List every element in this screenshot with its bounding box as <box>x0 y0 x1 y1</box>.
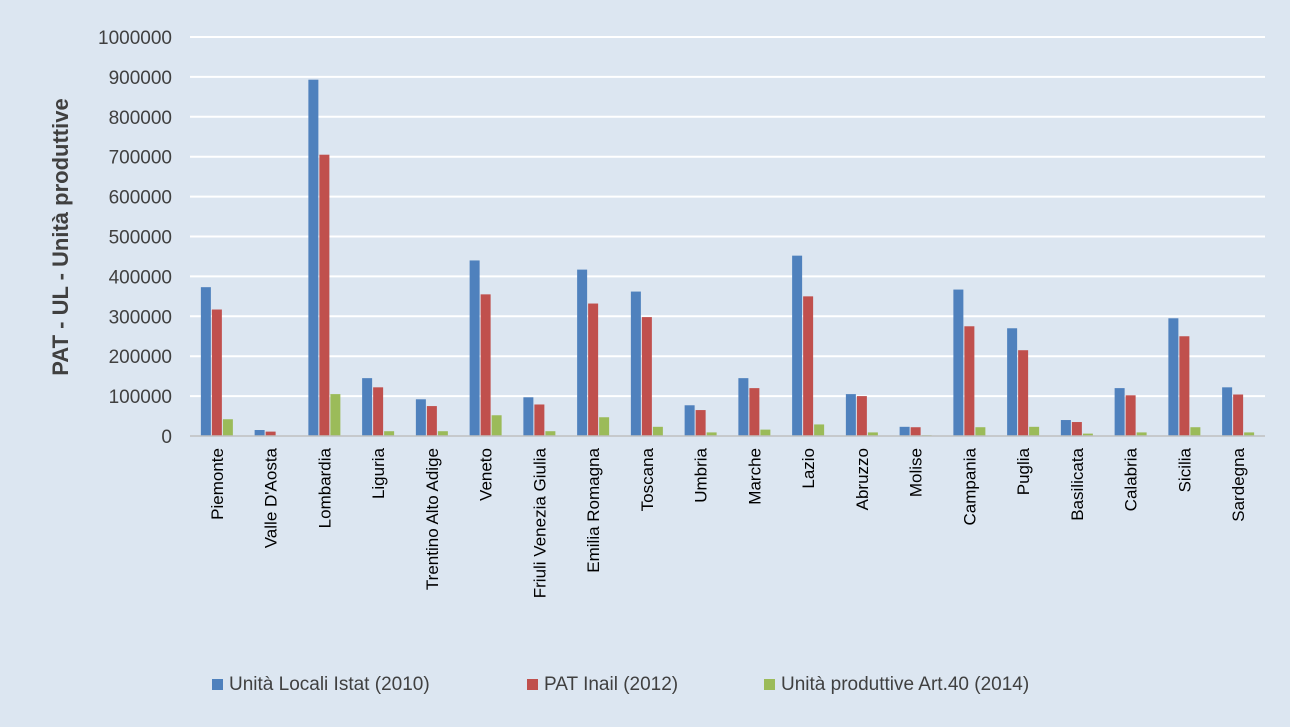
x-tick-label: Toscana <box>638 447 657 511</box>
bar <box>953 290 963 436</box>
y-tick-label: 200000 <box>109 347 172 368</box>
bar <box>792 256 802 436</box>
bar <box>362 378 372 436</box>
bar <box>749 388 759 436</box>
bar <box>523 397 533 436</box>
bar <box>814 424 824 436</box>
bar <box>846 394 856 436</box>
bar <box>212 310 222 436</box>
bar <box>642 317 652 436</box>
bar <box>1072 422 1082 436</box>
bar <box>470 260 480 436</box>
bar <box>975 427 985 436</box>
x-tick-label: Liguria <box>369 447 388 499</box>
y-tick-label: 600000 <box>109 188 172 209</box>
x-tick-label: Molise <box>907 448 926 497</box>
legend-swatch <box>212 679 223 690</box>
bar <box>1007 328 1017 436</box>
x-tick-label: Sardegna <box>1229 447 1248 521</box>
x-tick-label: Puglia <box>1014 447 1033 495</box>
bar <box>1018 350 1028 436</box>
bar <box>1115 388 1125 436</box>
bar <box>653 427 663 436</box>
bar <box>319 155 329 436</box>
bar <box>308 80 318 436</box>
x-tick-label: Emilia Romagna <box>584 447 603 572</box>
bar <box>964 326 974 436</box>
y-tick-label: 300000 <box>109 307 172 328</box>
x-tick-label: Umbria <box>692 447 711 502</box>
bar <box>481 294 491 436</box>
bar <box>373 387 383 436</box>
legend-swatch <box>527 679 538 690</box>
bar <box>738 378 748 436</box>
bar <box>1190 427 1200 436</box>
legend: Unità Locali Istat (2010) PAT Inail (2012… <box>212 674 1029 695</box>
y-tick-label: 500000 <box>109 228 172 249</box>
y-axis-title: PAT - UL - Unità produttive <box>48 98 73 375</box>
bar <box>803 296 813 436</box>
bar <box>631 292 641 436</box>
x-tick-label: Marche <box>745 448 764 505</box>
bar <box>223 419 233 436</box>
bar <box>911 427 921 436</box>
bar <box>427 406 437 436</box>
bar <box>492 415 502 436</box>
bar <box>1029 427 1039 436</box>
bar <box>1179 336 1189 436</box>
bar <box>416 399 426 436</box>
legend-label: PAT Inail (2012) <box>544 674 678 695</box>
bar <box>696 410 706 436</box>
bar <box>1168 318 1178 436</box>
x-tick-label: Trentino Alto Adige <box>423 448 442 590</box>
bar <box>1061 420 1071 436</box>
bar <box>255 430 265 436</box>
bar <box>1222 387 1232 436</box>
x-tick-label: Basilicata <box>1068 447 1087 520</box>
legend-label: Unità produttive Art.40 (2014) <box>781 674 1029 695</box>
bar <box>685 405 695 436</box>
y-tick-label: 100000 <box>109 387 172 408</box>
x-tick-label: Lombardia <box>315 447 334 528</box>
x-tick-label: Sicilia <box>1175 447 1194 492</box>
bar <box>201 287 211 436</box>
bar <box>588 304 598 436</box>
bar <box>760 430 770 436</box>
legend-swatch <box>764 679 775 690</box>
bar <box>857 396 867 436</box>
bar <box>900 427 910 436</box>
bar <box>1126 395 1136 436</box>
x-tick-label: Valle D'Aosta <box>262 447 281 548</box>
bar <box>577 270 587 436</box>
y-tick-label: 1000000 <box>98 28 172 49</box>
bar <box>599 417 609 436</box>
x-tick-label: Lazio <box>799 448 818 489</box>
y-tick-label: 400000 <box>109 267 172 288</box>
y-tick-label: 800000 <box>109 108 172 129</box>
axes: 0 100000 200000 300000 400000 500000 600000 700… <box>98 28 1265 598</box>
legend-label: Unità Locali Istat (2010) <box>229 674 430 695</box>
y-tick-label: 0 <box>161 427 172 448</box>
bar <box>330 394 340 436</box>
x-tick-label: Friuli Venezia Giulia <box>530 447 549 598</box>
bar <box>1233 395 1243 436</box>
gridlines <box>190 37 1265 396</box>
bars <box>201 80 1254 436</box>
x-tick-label: Veneto <box>477 448 496 501</box>
x-tick-label: Abruzzo <box>853 448 872 510</box>
bar <box>534 404 544 436</box>
y-tick-label: 900000 <box>109 68 172 89</box>
x-tick-label: Piemonte <box>208 448 227 520</box>
x-tick-label: Campania <box>960 447 979 525</box>
x-tick-label: Calabria <box>1122 447 1141 511</box>
y-tick-label: 700000 <box>109 148 172 169</box>
